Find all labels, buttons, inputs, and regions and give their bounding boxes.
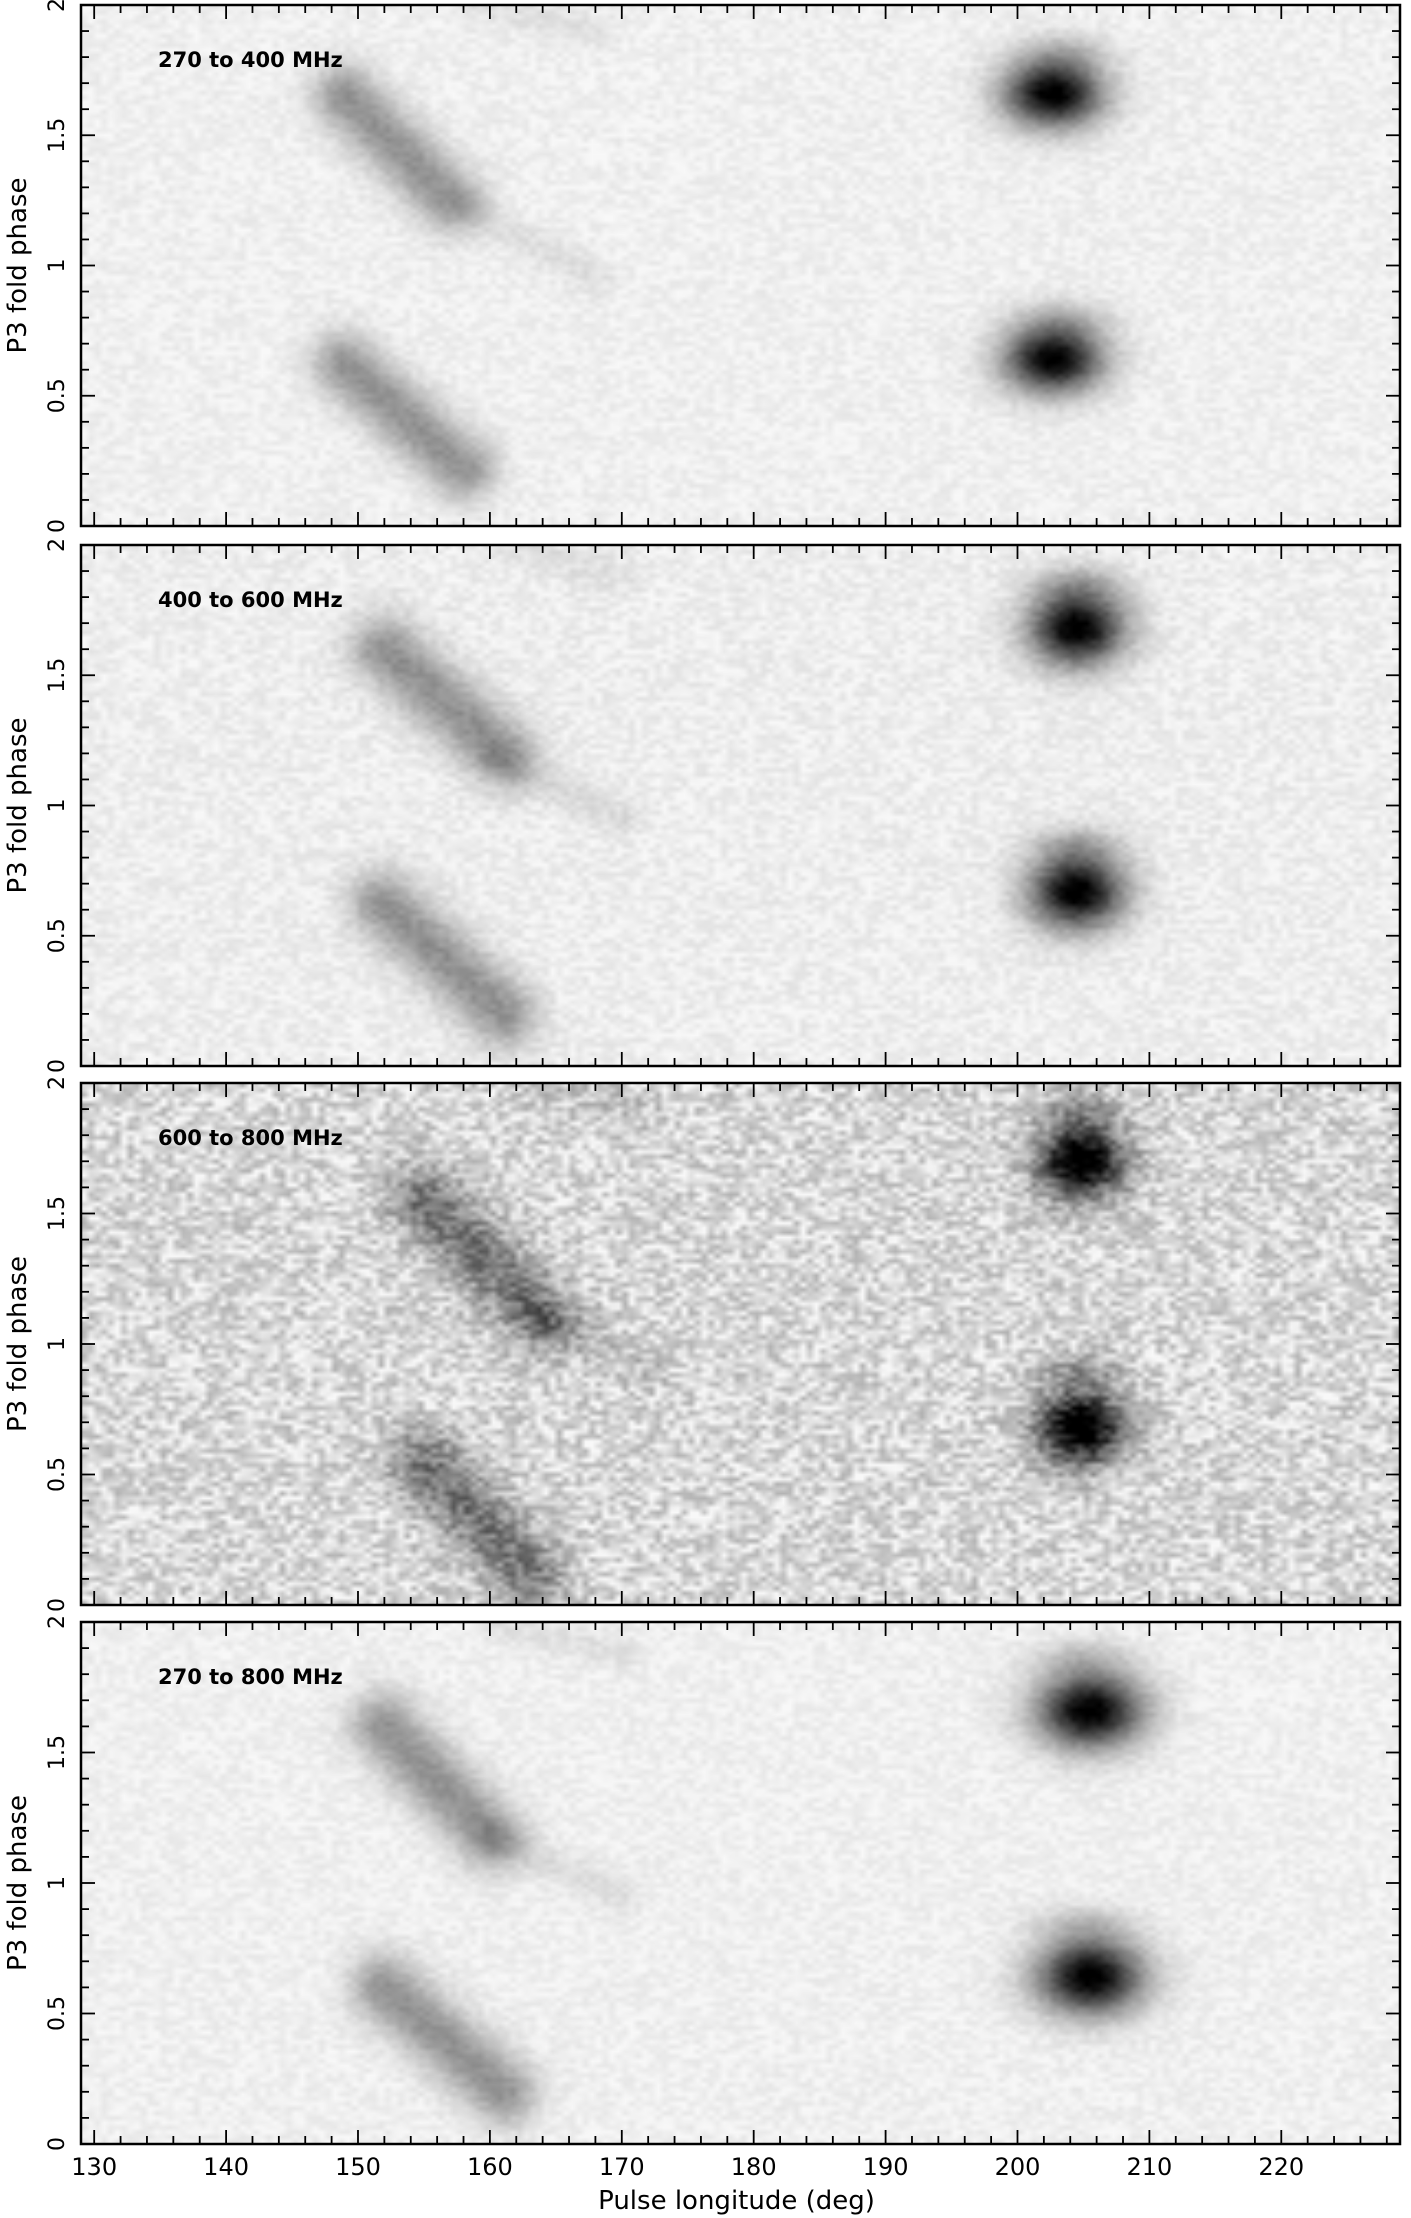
y-tick-label: 1.5 <box>45 658 70 693</box>
y-tick-label: 2 <box>45 1615 70 1629</box>
x-ticks <box>93 545 1388 1066</box>
y-tick-label: 0.5 <box>45 918 70 953</box>
band-label: 600 to 800 MHz <box>158 1126 343 1150</box>
y-tick-label: 0 <box>45 519 70 533</box>
x-tick-label: 220 <box>1258 2153 1304 2181</box>
heatmap-image <box>81 1083 1400 1605</box>
x-tick-label: 170 <box>599 2153 645 2181</box>
band-label: 270 to 400 MHz <box>158 48 343 72</box>
y-tick-label: 0 <box>45 1059 70 1073</box>
panel-2: 0 0.5 1 1.5 2 P3 fold phase 400 to 600 MHz <box>3 538 1402 1073</box>
panel-3: 0 0.5 1 1.5 2 P3 fold phase 600 to 800 MHz <box>3 1076 1402 1612</box>
x-tick-label: 180 <box>731 2153 777 2181</box>
y-tick-label: 1 <box>45 1337 70 1351</box>
y-tick-label: 0.5 <box>45 1457 70 1492</box>
band-label: 270 to 800 MHz <box>158 1665 343 1689</box>
y-tick-label: 1.5 <box>45 1196 70 1231</box>
y-ticks <box>81 1082 1400 1606</box>
y-tick-label: 1 <box>45 799 70 813</box>
y-axis-label: P3 fold phase <box>3 718 33 894</box>
x-tick-label: 140 <box>203 2153 249 2181</box>
y-ticks <box>81 4 1400 527</box>
x-tick-label: 210 <box>1126 2153 1172 2181</box>
band-label: 400 to 600 MHz <box>158 588 343 612</box>
y-tick-label: 1.5 <box>45 118 70 153</box>
y-tick-label: 2 <box>45 538 70 552</box>
x-tick-label: 150 <box>335 2153 381 2181</box>
heatmap-image <box>81 545 1400 1066</box>
x-tick-label: 190 <box>863 2153 909 2181</box>
x-ticks <box>93 1622 1388 2144</box>
heatmap-image <box>81 5 1400 526</box>
y-tick-label: 2 <box>45 0 70 12</box>
y-tick-label: 0 <box>45 2137 70 2151</box>
y-axis-label: P3 fold phase <box>3 1795 33 1971</box>
y-tick-label: 1.5 <box>45 1735 70 1770</box>
y-tick-label: 0.5 <box>45 1996 70 2031</box>
panel-1: 0 0.5 1 1.5 2 P3 fold phase 270 to 400 MHz <box>3 0 1402 533</box>
panels-group: 0 0.5 1 1.5 2 P3 fold phase 270 to 400 MHz 0 0.5… <box>3 0 1402 2216</box>
y-tick-label: 0 <box>45 1598 70 1612</box>
x-tick-label: 160 <box>467 2153 513 2181</box>
y-tick-label: 1 <box>45 259 70 273</box>
heatmap-image <box>81 1622 1400 2144</box>
y-tick-label: 0.5 <box>45 378 70 413</box>
y-tick-label: 1 <box>45 1876 70 1890</box>
x-tick-label: 200 <box>995 2153 1041 2181</box>
x-axis-label: Pulse longitude (deg) <box>598 2186 875 2216</box>
y-ticks <box>81 1621 1400 2145</box>
y-tick-label: 2 <box>45 1076 70 1090</box>
x-ticks <box>93 5 1388 526</box>
y-axis-label: P3 fold phase <box>3 1256 33 1432</box>
y-ticks <box>81 544 1400 1067</box>
y-axis-label: P3 fold phase <box>3 178 33 354</box>
x-tick-label: 130 <box>71 2153 117 2181</box>
panel-4: 0 0.5 1 1.5 2 P3 fold phase 270 to 800 MHz 130 1… <box>3 1615 1402 2216</box>
x-ticks <box>93 1083 1388 1605</box>
